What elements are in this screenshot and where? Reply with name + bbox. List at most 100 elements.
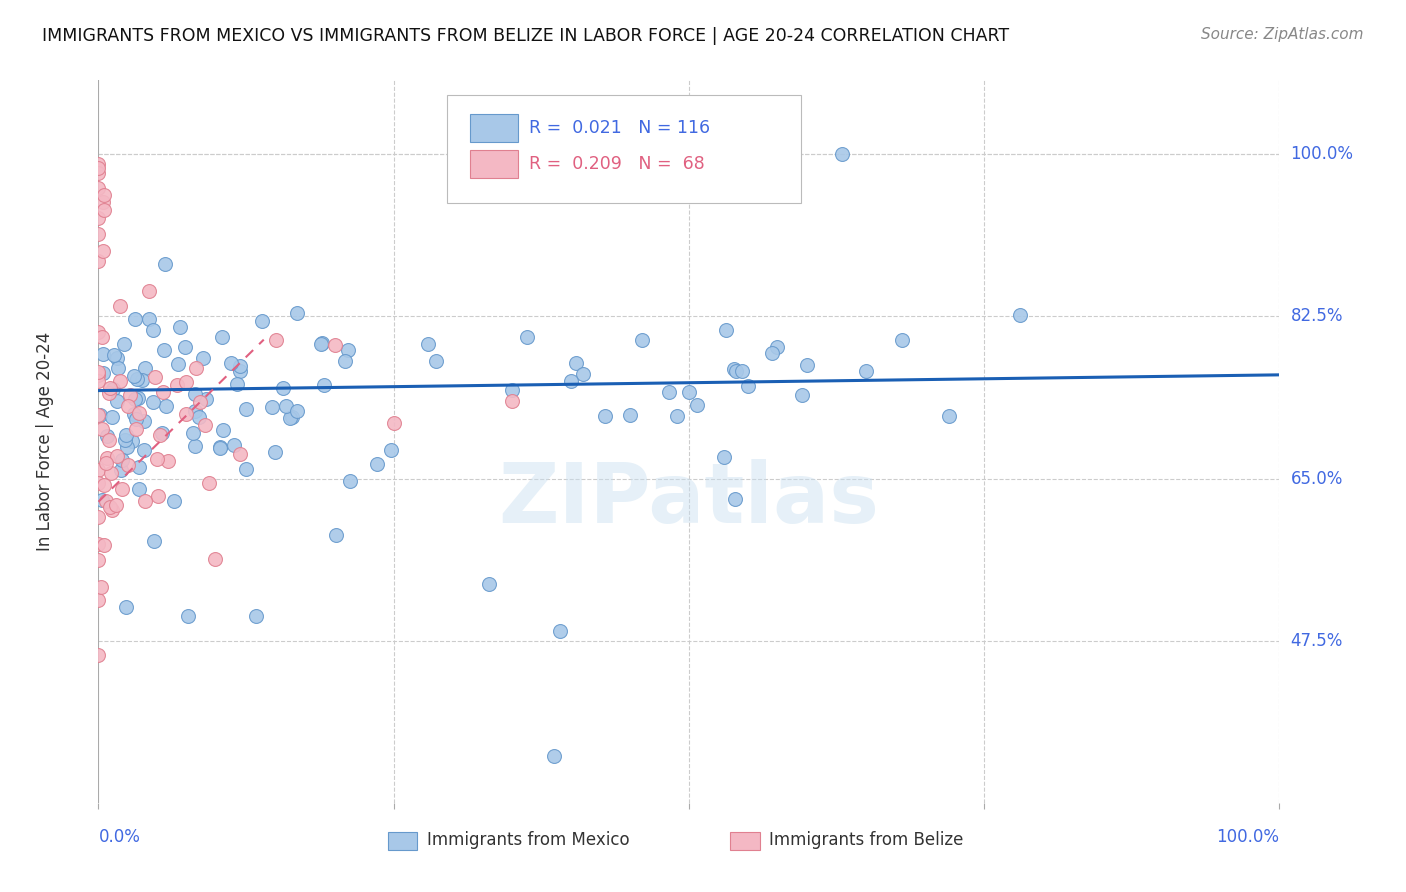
Point	[131, 373, 153, 387]
Point	[725, 364, 748, 378]
Point	[339, 474, 361, 488]
Point	[93, 188, 115, 202]
Point	[115, 600, 138, 615]
Point	[87, 463, 110, 477]
Point	[143, 534, 166, 549]
Point	[91, 346, 114, 360]
Point	[737, 379, 759, 393]
Point	[285, 404, 308, 418]
Point	[174, 407, 197, 421]
Point	[87, 227, 110, 241]
Point	[114, 427, 136, 442]
Point	[87, 476, 110, 491]
Point	[120, 387, 142, 401]
Point	[686, 398, 709, 412]
Point	[714, 323, 737, 337]
Point	[105, 351, 128, 366]
Point	[211, 329, 233, 343]
Point	[87, 374, 110, 388]
Point	[163, 493, 186, 508]
Point	[382, 416, 405, 430]
Point	[790, 388, 813, 402]
Point	[619, 409, 641, 423]
Point	[184, 438, 207, 452]
Point	[111, 482, 134, 496]
Point	[153, 257, 176, 271]
Point	[278, 410, 301, 425]
Point	[101, 382, 124, 396]
Point	[336, 343, 359, 357]
Point	[96, 494, 118, 508]
Point	[114, 433, 136, 447]
Point	[132, 414, 155, 428]
Text: Source: ZipAtlas.com: Source: ZipAtlas.com	[1201, 27, 1364, 42]
Text: ZIPatlas: ZIPatlas	[499, 458, 879, 540]
Point	[731, 363, 754, 377]
Point	[98, 433, 121, 447]
Point	[855, 364, 877, 378]
Point	[125, 372, 148, 386]
Point	[87, 592, 110, 607]
Text: 65.0%: 65.0%	[1291, 469, 1343, 488]
Point	[100, 466, 122, 480]
Point	[134, 494, 156, 508]
Point	[142, 395, 165, 409]
Point	[221, 356, 243, 370]
Point	[208, 440, 231, 454]
Point	[124, 311, 146, 326]
Point	[128, 482, 150, 496]
Point	[831, 147, 853, 161]
Point	[194, 417, 217, 432]
Point	[184, 361, 207, 376]
Point	[91, 492, 114, 507]
Point	[229, 364, 252, 378]
Point	[87, 365, 110, 379]
Point	[425, 354, 447, 368]
Point	[796, 358, 818, 372]
Text: 47.5%: 47.5%	[1291, 632, 1343, 649]
Point	[143, 370, 166, 384]
Point	[156, 454, 179, 468]
Point	[91, 244, 114, 258]
Point	[105, 499, 128, 513]
Point	[209, 441, 232, 455]
Point	[211, 423, 233, 437]
Point	[96, 429, 118, 443]
Point	[90, 330, 112, 344]
Point	[138, 284, 160, 298]
Point	[98, 385, 121, 400]
Point	[117, 458, 139, 472]
Point	[146, 489, 169, 503]
Point	[91, 195, 114, 210]
Point	[87, 408, 110, 422]
Point	[335, 354, 357, 368]
Point	[101, 409, 124, 424]
Point	[89, 408, 111, 422]
Point	[184, 386, 207, 401]
Point	[90, 580, 112, 594]
Point	[124, 392, 146, 407]
Point	[323, 337, 346, 351]
Point	[678, 384, 700, 399]
Point	[193, 351, 215, 366]
Point	[276, 399, 298, 413]
Text: R =  0.021   N = 116: R = 0.021 N = 116	[530, 119, 710, 137]
Point	[761, 346, 783, 360]
Point	[101, 502, 124, 516]
Point	[174, 375, 197, 389]
Point	[166, 357, 188, 371]
Point	[273, 381, 295, 395]
Bar	[471, 114, 517, 142]
Point	[938, 409, 960, 424]
Point	[222, 438, 245, 452]
Point	[87, 156, 110, 170]
Point	[250, 313, 273, 327]
Point	[112, 337, 135, 351]
Point	[87, 161, 110, 175]
Point	[138, 312, 160, 326]
Bar	[471, 151, 517, 178]
Point	[105, 449, 128, 463]
Point	[766, 340, 789, 354]
Point	[110, 463, 132, 477]
Point	[197, 476, 219, 491]
